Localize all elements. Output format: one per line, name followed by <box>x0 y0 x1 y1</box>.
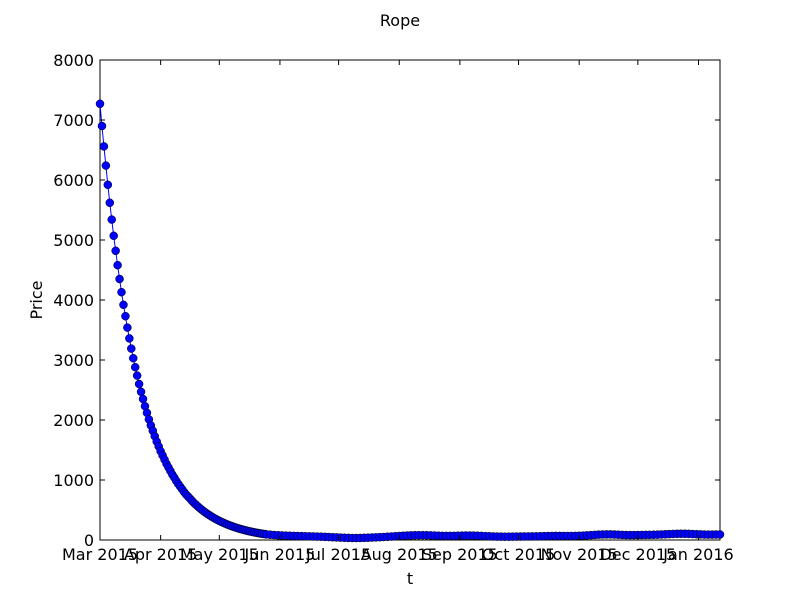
data-point <box>132 371 142 380</box>
y-tick-label: 6000 <box>53 171 94 190</box>
x-axis-label: t <box>407 569 413 588</box>
y-axis-label: Price <box>27 280 46 319</box>
series-layer <box>95 99 725 543</box>
x-tick-label: Dec 2015 <box>599 545 676 564</box>
x-tick-label: May 2015 <box>180 545 259 564</box>
data-point <box>138 394 148 404</box>
axes-frame <box>99 59 721 541</box>
data-point <box>130 362 140 372</box>
y-tick-label: 1000 <box>53 471 94 490</box>
data-point <box>119 300 128 310</box>
x-tick-label: Oct 2015 <box>482 545 555 564</box>
data-point <box>123 323 132 332</box>
y-tick-label: 0 <box>84 531 94 550</box>
y-tick-label: 7000 <box>53 111 94 130</box>
y-tick-label: 3000 <box>53 351 94 370</box>
data-point <box>101 161 111 170</box>
x-tick-label: Mar 2015 <box>62 545 138 564</box>
x-tick-label: Sep 2015 <box>422 545 498 564</box>
data-point <box>129 353 138 363</box>
data-point <box>97 121 107 131</box>
x-tick-label: Jun 2015 <box>244 545 316 564</box>
data-point <box>95 99 105 109</box>
data-point <box>107 215 116 224</box>
x-tick-label: Apr 2015 <box>124 545 197 564</box>
data-point <box>136 387 146 397</box>
data-point <box>109 231 118 241</box>
x-tick-label: Aug 2015 <box>361 545 438 564</box>
data-point <box>715 530 725 539</box>
data-point <box>121 311 130 321</box>
data-point <box>105 198 115 208</box>
y-tick-label: 2000 <box>53 411 94 430</box>
data-point <box>99 142 109 151</box>
y-tick-label: 4000 <box>53 291 94 310</box>
data-point <box>115 274 124 284</box>
chart-title: Rope <box>380 11 420 30</box>
x-tick-label: Jul 2015 <box>305 545 371 564</box>
x-tick-label: Jan 2016 <box>662 545 733 564</box>
data-point <box>117 287 126 297</box>
data-point <box>111 246 120 256</box>
y-tick-label: 5000 <box>53 231 94 250</box>
plot-area: 0 1000 2000 3000 4000 5000 6000 7000 8000 Mar 201… <box>53 51 733 564</box>
data-point <box>134 379 144 389</box>
x-tick-label: Nov 2015 <box>541 545 618 564</box>
data-point <box>103 180 113 190</box>
y-tick-label: 8000 <box>53 51 94 70</box>
data-point <box>125 334 134 343</box>
data-point <box>127 344 136 353</box>
ticks-layer: 0 1000 2000 3000 4000 5000 6000 7000 8000 Mar 201… <box>53 51 733 564</box>
data-point <box>113 260 122 270</box>
